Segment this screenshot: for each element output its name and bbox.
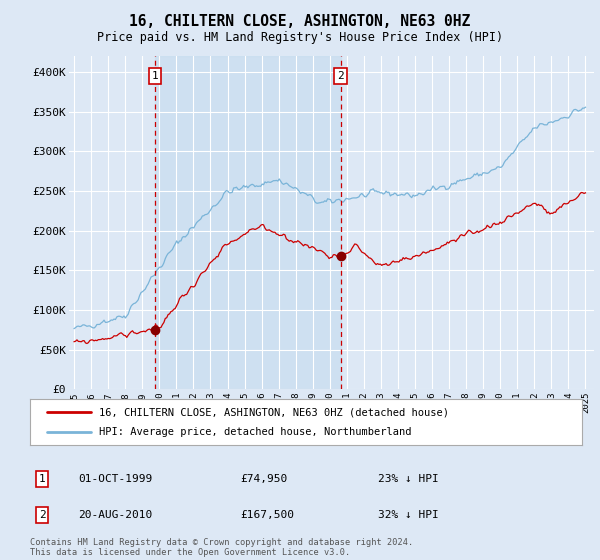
Text: 1: 1 [38, 474, 46, 484]
Text: 1: 1 [152, 71, 158, 81]
Text: Contains HM Land Registry data © Crown copyright and database right 2024.
This d: Contains HM Land Registry data © Crown c… [30, 538, 413, 557]
Text: £167,500: £167,500 [240, 510, 294, 520]
Text: 16, CHILTERN CLOSE, ASHINGTON, NE63 0HZ: 16, CHILTERN CLOSE, ASHINGTON, NE63 0HZ [130, 14, 470, 29]
Text: 2: 2 [38, 510, 46, 520]
Text: 20-AUG-2010: 20-AUG-2010 [78, 510, 152, 520]
Text: £74,950: £74,950 [240, 474, 287, 484]
Text: HPI: Average price, detached house, Northumberland: HPI: Average price, detached house, Nort… [99, 427, 412, 437]
Text: 2: 2 [337, 71, 344, 81]
Text: 16, CHILTERN CLOSE, ASHINGTON, NE63 0HZ (detached house): 16, CHILTERN CLOSE, ASHINGTON, NE63 0HZ … [99, 407, 449, 417]
Text: Price paid vs. HM Land Registry's House Price Index (HPI): Price paid vs. HM Land Registry's House … [97, 31, 503, 44]
Text: 32% ↓ HPI: 32% ↓ HPI [378, 510, 439, 520]
Bar [155, 56, 341, 389]
Text: 01-OCT-1999: 01-OCT-1999 [78, 474, 152, 484]
Text: 23% ↓ HPI: 23% ↓ HPI [378, 474, 439, 484]
